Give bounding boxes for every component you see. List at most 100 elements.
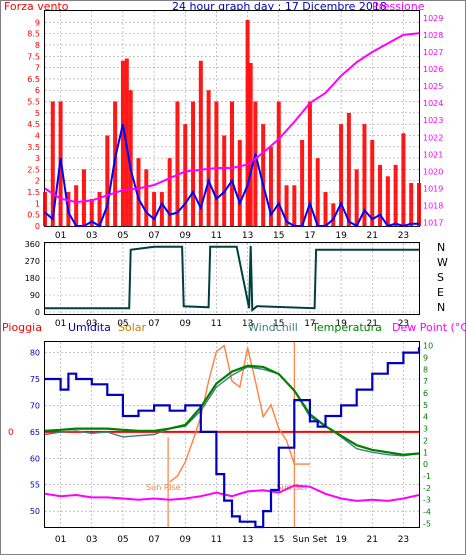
wind-x-tick-label: 09 bbox=[180, 231, 192, 241]
wind-x-tick-label: 21 bbox=[367, 231, 378, 241]
direction-y-tick-label: 360 bbox=[25, 240, 40, 249]
sunrise-label: Sun Rise bbox=[146, 483, 181, 492]
legend-solar: Solar bbox=[118, 321, 147, 334]
direction-compass-label: E bbox=[437, 286, 444, 299]
pressure-y-tick-label: 1028 bbox=[423, 31, 443, 40]
pressure-axis-title: Pressione bbox=[372, 0, 425, 13]
temp-y-tick-label: 0 bbox=[423, 460, 428, 469]
temp-y-tick-label: -3 bbox=[423, 496, 431, 505]
wind-x-tick-label: 13 bbox=[242, 231, 253, 241]
wind-y-tick-label: 2.5 bbox=[27, 165, 40, 174]
wind-y-tick-label: 1.5 bbox=[27, 188, 40, 197]
wind-y-tick-label: 9 bbox=[35, 18, 40, 27]
temp-y-tick-label: -2 bbox=[423, 484, 431, 493]
wind-y-tick-label: 0.5 bbox=[27, 211, 40, 220]
direction-x-tick-label: 09 bbox=[180, 319, 192, 329]
humidity-y-tick-label: 65 bbox=[30, 428, 40, 437]
direction-y-tick-label: 270 bbox=[25, 257, 40, 266]
humidity-y-tick-label: 75 bbox=[30, 375, 40, 384]
windchill-line bbox=[44, 366, 420, 457]
pressure-y-tick-label: 1022 bbox=[423, 133, 443, 142]
wind-x-tick-label: 05 bbox=[117, 231, 128, 241]
wind-y-tick-label: 8 bbox=[35, 41, 40, 50]
wind-y-tick-label: 4.5 bbox=[27, 120, 40, 129]
temp-y-tick-label: -4 bbox=[423, 508, 431, 517]
temp-x-tick-label: 03 bbox=[86, 535, 97, 545]
wind-avg-line bbox=[44, 123, 419, 228]
direction-x-tick-label: 05 bbox=[117, 319, 128, 329]
wind-y-tick-label: 7.5 bbox=[27, 52, 40, 61]
solar-line bbox=[169, 344, 310, 483]
temp-x-tick-label: 01 bbox=[55, 535, 66, 545]
temp-y-tick-label: 7 bbox=[423, 377, 428, 386]
direction-x-tick-label: 19 bbox=[335, 319, 347, 329]
wind-x-tick-label: 15 bbox=[273, 231, 284, 241]
direction-y-tick-label: 90 bbox=[30, 291, 40, 300]
temp-y-tick-label: 3 bbox=[423, 425, 428, 434]
wind-y-tick-label: 5.5 bbox=[27, 98, 40, 107]
temp-x-tick-label: 11 bbox=[211, 535, 222, 545]
temp-x-tick-label: 07 bbox=[148, 535, 159, 545]
temp-y-tick-label: 6 bbox=[423, 389, 428, 398]
direction-x-tick-label: 03 bbox=[86, 319, 97, 329]
temperature-line bbox=[44, 364, 420, 456]
wind-x-tick-label: 03 bbox=[86, 231, 97, 241]
temp-y-tick-label: 9 bbox=[423, 353, 428, 362]
direction-x-tick-label: 15 bbox=[273, 319, 284, 329]
pressure-y-tick-label: 1025 bbox=[423, 82, 443, 91]
pressure-y-tick-label: 1019 bbox=[423, 184, 443, 193]
wind-y-tick-label: 5 bbox=[35, 109, 40, 118]
wind-x-tick-label: 19 bbox=[335, 231, 347, 241]
direction-compass-label: S bbox=[437, 271, 444, 284]
wind-y-tick-label: 2 bbox=[35, 177, 40, 186]
humidity-y-tick-label: 70 bbox=[30, 401, 40, 410]
wind-x-tick-label: 17 bbox=[304, 231, 315, 241]
temp-x-tick-label: 23 bbox=[398, 535, 409, 545]
direction-x-tick-label: 23 bbox=[398, 319, 409, 329]
legend-temperature: Temperatura bbox=[311, 321, 382, 334]
wind-direction-line bbox=[45, 245, 419, 313]
pressure-y-tick-label: 1023 bbox=[423, 116, 443, 125]
wind-y-tick-label: 3 bbox=[35, 154, 40, 163]
wind-y-tick-label: 7 bbox=[35, 64, 40, 73]
humidity-y-tick-label: 80 bbox=[30, 349, 40, 358]
humidity-y-tick-label: 55 bbox=[30, 481, 40, 490]
temp-y-tick-label: 10 bbox=[423, 342, 433, 351]
temp-x-tick-label: 05 bbox=[117, 535, 128, 545]
direction-panel-frame bbox=[44, 242, 420, 315]
direction-x-tick-label: 07 bbox=[148, 319, 159, 329]
legend-dewpoint: Dew Point (°C) bbox=[392, 321, 466, 334]
pressure-y-tick-label: 1017 bbox=[423, 219, 443, 228]
wind-y-tick-label: 0 bbox=[35, 222, 40, 231]
chart-title: 24 hour graph day : 17 Dicembre 2018 bbox=[172, 0, 387, 13]
wind-y-tick-label: 1 bbox=[35, 199, 40, 208]
wind-y-tick-label: 3.5 bbox=[27, 143, 40, 152]
wind-x-tick-label: 23 bbox=[398, 231, 409, 241]
temp-y-tick-label: -1 bbox=[423, 472, 431, 481]
pressure-y-tick-label: 1020 bbox=[423, 167, 443, 176]
rain-y-tick-label: 0 bbox=[8, 428, 14, 438]
direction-compass-label: N bbox=[437, 241, 445, 254]
direction-x-tick-label: 01 bbox=[55, 319, 66, 329]
direction-x-tick-label: 21 bbox=[367, 319, 378, 329]
wind-x-tick-label: 07 bbox=[148, 231, 159, 241]
pressure-y-tick-label: 1027 bbox=[423, 48, 443, 57]
pressure-y-tick-label: 1026 bbox=[423, 65, 443, 74]
temp-x-tick-label: 09 bbox=[180, 535, 192, 545]
direction-compass-label: N bbox=[437, 301, 445, 314]
humidity-line bbox=[45, 347, 421, 529]
wind-y-tick-label: 8.5 bbox=[27, 30, 40, 39]
legend-windchill: Windchill bbox=[248, 321, 298, 334]
legend-humidity: Umidita bbox=[68, 321, 111, 334]
direction-x-tick-label: 13 bbox=[242, 319, 253, 329]
direction-y-tick-label: 180 bbox=[25, 274, 40, 283]
pressure-line bbox=[44, 32, 420, 204]
temp-x-tick-label: Sun Set bbox=[293, 535, 328, 545]
pressure-y-tick-label: 1029 bbox=[423, 14, 443, 23]
wind-y-tick-label: 4 bbox=[35, 131, 40, 140]
temp-y-tick-label: -5 bbox=[423, 519, 431, 528]
